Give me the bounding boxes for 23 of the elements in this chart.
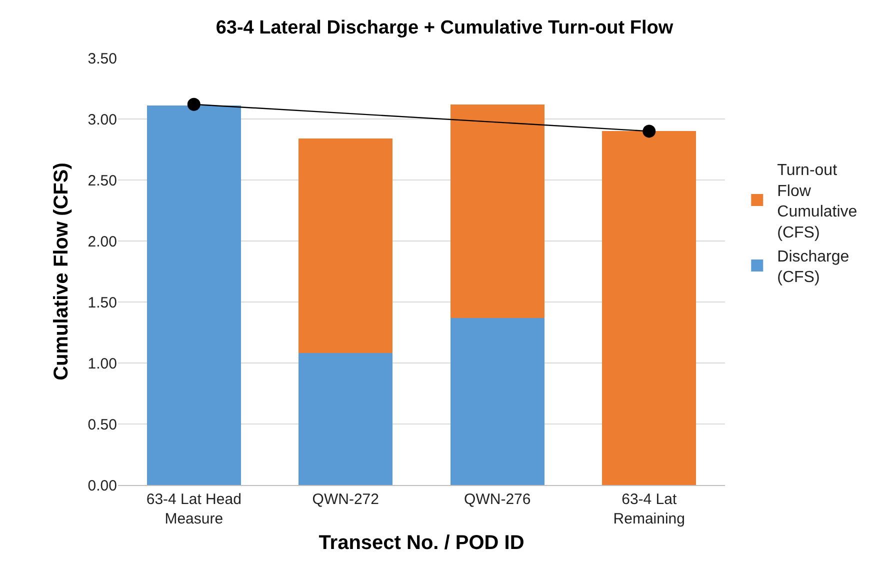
x-tick-label: QWN-276 [464,491,531,508]
bar [602,131,696,485]
y-tick-label: 1.00 [88,355,117,372]
y-tick-label: 3.00 [88,111,117,128]
y-tick-label: 3.50 [88,50,117,68]
bar [298,353,393,485]
y-axis-title: Cumulative Flow (CFS) [50,162,72,380]
bar [450,104,544,318]
chart-title: 63-4 Lateral Discharge + Cumulative Turn-out Flow [216,18,674,39]
bar [298,138,393,354]
y-tick-label: 2.50 [88,172,117,190]
y-tick-label: 2.00 [88,233,117,250]
x-axis-title: Transect No. / POD ID [318,532,524,554]
y-tick-label: 0.50 [88,416,117,434]
x-tick-label: 63-4 Lat Head Measure [146,491,242,528]
x-tick-label: QWN-272 [312,491,379,508]
bar [450,318,544,485]
y-tick-label: 1.50 [88,294,117,312]
y-tick-label: 0.00 [88,477,117,494]
bar [146,106,241,485]
legend-label: Discharge (CFS) [777,248,850,286]
legend-label: Turn-out Flow Cumulative (CFS) [777,162,858,242]
x-tick-label: 63-4 Lat Remaining [613,491,685,528]
